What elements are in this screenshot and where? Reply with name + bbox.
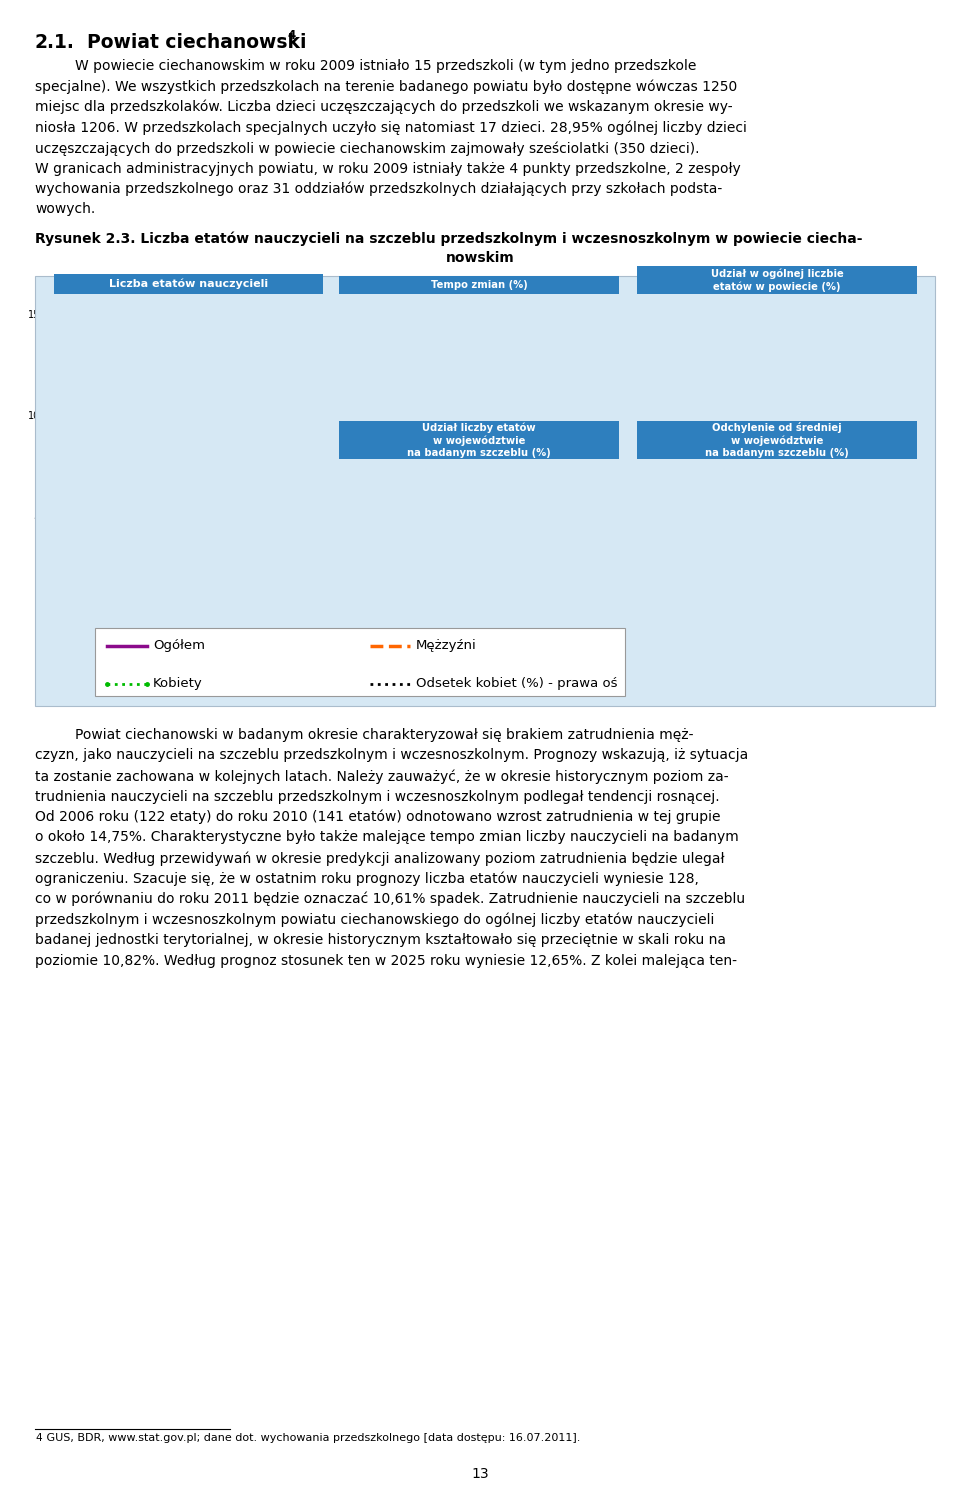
Text: czyzn, jako nauczycieli na szczeblu przedszkolnym i wczesnoszkolnym. Prognozy ws: czyzn, jako nauczycieli na szczeblu prze… <box>35 749 748 763</box>
Bar <box>657 372 668 449</box>
Bar <box>440 489 451 692</box>
Bar <box>886 359 898 449</box>
Text: miejsc dla przedszkolaków. Liczba dzieci uczęszczających do przedszkoli we wskaz: miejsc dla przedszkolaków. Liczba dzieci… <box>35 101 732 114</box>
Bar <box>737 353 749 449</box>
Text: Kobiety: Kobiety <box>153 677 203 690</box>
Bar <box>859 357 871 449</box>
Bar <box>453 494 465 692</box>
Bar <box>588 524 599 692</box>
Text: GUS, BDR, www.stat.gov.pl; dane dot. wychowania przedszkolnego [data dostępu: 16: GUS, BDR, www.stat.gov.pl; dane dot. wyc… <box>43 1433 581 1442</box>
Bar <box>846 356 857 449</box>
Bar <box>900 359 911 449</box>
Text: W powiecie ciechanowskim w roku 2009 istniało 15 przedszkoli (w tym jedno przeds: W powiecie ciechanowskim w roku 2009 ist… <box>75 59 696 74</box>
Bar <box>480 500 492 692</box>
Bar <box>345 452 356 692</box>
Text: co w porównaniu do roku 2011 będzie oznaczać 10,61% spadek. Zatrudnienie nauczyc: co w porównaniu do roku 2011 będzie ozna… <box>35 892 745 907</box>
Text: Ogółem: Ogółem <box>153 639 205 653</box>
Bar <box>764 350 776 449</box>
Text: o około 14,75%. Charakterystyczne było także malejące tempo zmian liczby nauczyc: o około 14,75%. Charakterystyczne było t… <box>35 830 739 845</box>
Bar <box>637 420 917 459</box>
Bar <box>54 275 323 294</box>
Bar <box>507 506 518 692</box>
Text: trudnienia nauczycieli na szczeblu przedszkolnym i wczesnoszkolnym podlegał tend: trudnienia nauczycieli na szczeblu przed… <box>35 790 720 803</box>
Bar <box>751 351 762 449</box>
Text: 4: 4 <box>287 29 296 42</box>
Text: Odsetek kobiet (%) - prawa oś: Odsetek kobiet (%) - prawa oś <box>416 677 617 690</box>
Bar <box>873 357 884 449</box>
Bar <box>684 363 695 449</box>
Text: badanej jednostki terytorialnej, w okresie historycznym kształtowało się przecię: badanej jednostki terytorialnej, w okres… <box>35 934 726 947</box>
X-axis label: lata: lata <box>179 641 199 650</box>
Bar <box>358 459 370 692</box>
Text: specjalne). We wszystkich przedszkolach na terenie badanego powiatu było dostępn: specjalne). We wszystkich przedszkolach … <box>35 80 737 95</box>
Bar <box>534 512 545 692</box>
Text: 2.1.: 2.1. <box>35 33 75 53</box>
Bar <box>710 356 722 449</box>
Text: Liczba etatów nauczycieli: Liczba etatów nauczycieli <box>108 279 268 290</box>
Bar <box>399 477 411 692</box>
Text: Powiat ciechanowski w badanym okresie charakteryzował się brakiem zatrudnienia m: Powiat ciechanowski w badanym okresie ch… <box>75 728 693 741</box>
Text: Udział liczby etatów
w województwie
na badanym szczeblu (%): Udział liczby etatów w województwie na b… <box>407 422 551 458</box>
Text: Rysunek 2.3. Liczba etatów nauczycieli na szczeblu przedszkolnym i wczesnoszkoln: Rysunek 2.3. Liczba etatów nauczycieli n… <box>35 231 862 246</box>
Text: przedszkolnym i wczesnoszkolnym powiatu ciechanowskiego do ogólnej liczby etatów: przedszkolnym i wczesnoszkolnym powiatu … <box>35 913 714 928</box>
Text: ograniczeniu. Szacuje się, że w ostatnim roku prognozy liczba etatów nauczycieli: ograniczeniu. Szacuje się, że w ostatnim… <box>35 872 699 886</box>
Bar <box>791 353 803 449</box>
Text: nowskim: nowskim <box>445 252 515 266</box>
X-axis label: lata: lata <box>470 471 488 480</box>
Bar <box>561 518 572 692</box>
Text: ta zostanie zachowana w kolejnych latach. Należy zauważyć, że w okresie historyc: ta zostanie zachowana w kolejnych latach… <box>35 769 729 784</box>
Bar <box>413 482 424 692</box>
Bar <box>805 354 816 449</box>
Text: Udział w ogólnej liczbie
etatów w powiecie (%): Udział w ogólnej liczbie etatów w powiec… <box>710 269 844 291</box>
Bar <box>372 467 384 692</box>
Text: 4: 4 <box>35 1433 41 1442</box>
Text: niosła 1206. W przedszkolach specjalnych uczyło się natomiast 17 dzieci. 28,95% : niosła 1206. W przedszkolach specjalnych… <box>35 120 747 135</box>
Bar <box>95 627 625 696</box>
Text: W granicach administracyjnych powiatu, w roku 2009 istniały także 4 punkty przed: W granicach administracyjnych powiatu, w… <box>35 162 741 176</box>
Bar <box>386 471 397 692</box>
Text: 13: 13 <box>471 1466 489 1481</box>
Text: szczeblu. Według przewidywań w okresie predykcji analizowany poziom zatrudnienia: szczeblu. Według przewidywań w okresie p… <box>35 851 725 866</box>
Text: wowych.: wowych. <box>35 203 95 216</box>
Text: Mężzyźni: Mężzyźni <box>416 639 477 653</box>
X-axis label: lata: lata <box>470 636 488 645</box>
Bar <box>493 503 505 692</box>
Bar <box>697 360 708 449</box>
Bar <box>426 486 438 692</box>
Text: Odchylenie od średniej
w województwie
na badanym szczeblu (%): Odchylenie od średniej w województwie na… <box>706 422 849 458</box>
Bar <box>670 368 682 449</box>
X-axis label: lata: lata <box>768 636 785 645</box>
Bar <box>819 354 830 449</box>
Bar <box>778 351 789 449</box>
Text: poziomie 10,82%. Według prognoz stosunek ten w 2025 roku wyniesie 12,65%. Z kole: poziomie 10,82%. Według prognoz stosunek… <box>35 953 737 968</box>
Bar <box>339 420 619 459</box>
Bar <box>467 497 478 692</box>
Bar <box>520 509 532 692</box>
Bar <box>339 276 619 294</box>
Bar <box>832 356 844 449</box>
Text: Tempo zmian (%): Tempo zmian (%) <box>431 281 527 290</box>
Text: wychowania przedszkolnego oraz 31 oddziałów przedszkolnych działających przy szk: wychowania przedszkolnego oraz 31 oddzia… <box>35 182 722 197</box>
Bar <box>547 515 559 692</box>
Bar <box>35 276 935 705</box>
Text: uczęszczających do przedszkoli w powiecie ciechanowskim zajmowały sześciolatki (: uczęszczających do przedszkoli w powieci… <box>35 141 700 156</box>
Bar <box>574 521 586 692</box>
Bar <box>602 527 612 692</box>
Bar <box>637 266 917 294</box>
Text: Od 2006 roku (122 etaty) do roku 2010 (141 etatów) odnotowano wzrost zatrudnieni: Od 2006 roku (122 etaty) do roku 2010 (1… <box>35 811 721 824</box>
Text: Powiat ciechanowski: Powiat ciechanowski <box>87 33 306 53</box>
Bar <box>643 375 655 449</box>
Bar <box>724 354 735 449</box>
X-axis label: lata: lata <box>768 471 785 480</box>
